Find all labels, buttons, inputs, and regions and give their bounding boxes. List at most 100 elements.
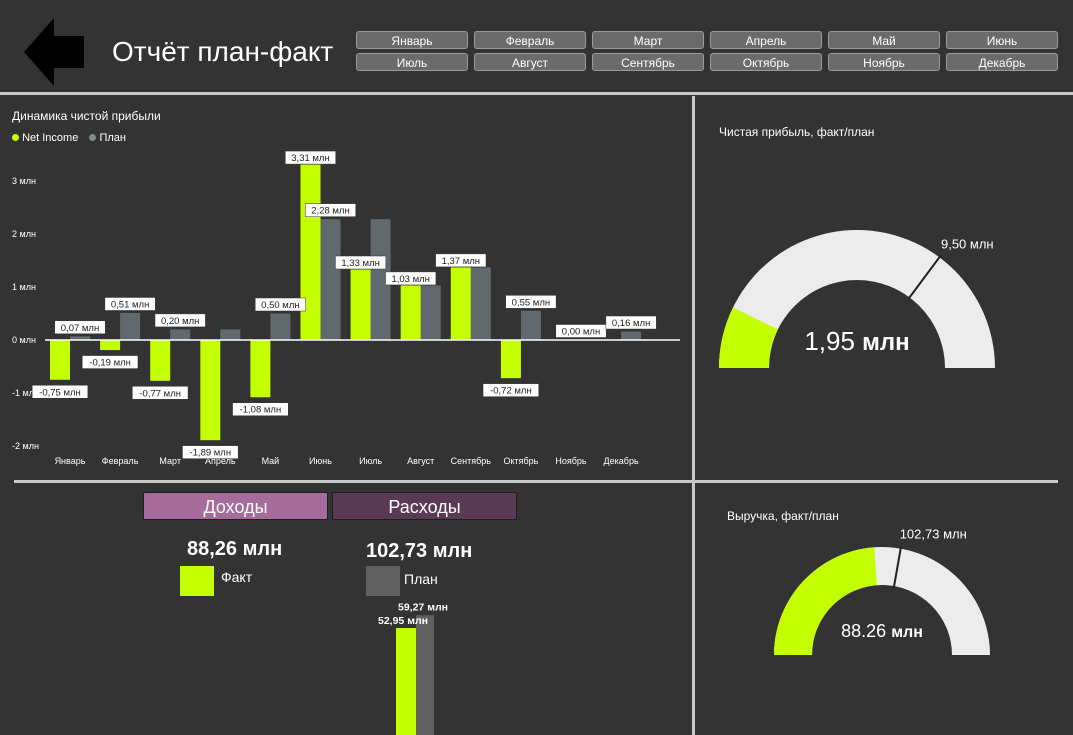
x-tick-label: Апрель bbox=[205, 456, 236, 466]
data-label-box bbox=[305, 203, 356, 217]
data-label-box bbox=[435, 253, 487, 268]
legend-fact-marker bbox=[12, 134, 19, 141]
revenue-gauge: 102,73 млн 88.26 млн bbox=[774, 527, 990, 655]
data-label: -0,75 млн bbox=[39, 387, 81, 398]
net-income-value-label: 1,95 млн bbox=[804, 326, 909, 356]
data-label: 0,55 млн bbox=[512, 297, 550, 308]
data-label: -0,77 млн bbox=[139, 388, 181, 399]
y-tick-label: 3 млн bbox=[12, 176, 36, 186]
x-tick-label: Январь bbox=[55, 456, 86, 466]
revenue-target-label: 102,73 млн bbox=[900, 527, 967, 542]
x-tick-label: Ноябрь bbox=[555, 456, 587, 466]
divider-top bbox=[0, 92, 1073, 95]
net-income-gauge-track bbox=[719, 230, 995, 368]
plan-bar bbox=[120, 312, 141, 340]
net-income-gauge-fill bbox=[719, 307, 778, 368]
data-label-box bbox=[132, 386, 189, 400]
month-button-12[interactable]: Декабрь bbox=[946, 53, 1058, 71]
data-label: 1,03 млн bbox=[391, 274, 429, 285]
fact-bar bbox=[150, 340, 171, 381]
revenue-gauge-fill bbox=[774, 547, 877, 655]
fact-bar bbox=[50, 340, 70, 380]
month-button-6[interactable]: Июнь bbox=[946, 31, 1058, 49]
x-tick-label: Май bbox=[262, 456, 280, 466]
data-label: -0,72 млн bbox=[490, 386, 532, 397]
plan-bar bbox=[370, 219, 391, 340]
data-label: 3,31 млн bbox=[291, 153, 329, 164]
legend-plan-marker bbox=[89, 134, 97, 141]
x-tick-label: Август bbox=[407, 456, 434, 466]
fact-bar bbox=[400, 285, 421, 340]
data-label-box bbox=[232, 402, 289, 416]
month-button-4[interactable]: Апрель bbox=[710, 31, 822, 49]
month-button-10[interactable]: Октябрь bbox=[710, 53, 822, 71]
x-tick-label: Февраль bbox=[102, 456, 139, 466]
data-label-box bbox=[182, 445, 239, 459]
month-button-3[interactable]: Март bbox=[592, 31, 704, 49]
page-title: Отчёт план-факт bbox=[112, 36, 334, 67]
data-label: 0,07 млн bbox=[61, 323, 99, 334]
plan-bar bbox=[170, 329, 191, 340]
divider-middle bbox=[14, 480, 1058, 483]
month-button-11[interactable]: Ноябрь bbox=[828, 53, 940, 71]
net-income-bar-chart: 3 млн 2 млн 1 млн 0 млн -1 млн -2 млн Январь Фе… bbox=[12, 150, 680, 466]
net-income-gauge: 9,50 млн 1,95 млн bbox=[719, 230, 995, 368]
legend-fact-label: Net Income bbox=[22, 132, 79, 144]
net-income-gauge-title: Чистая прибыль, факт/план bbox=[719, 125, 875, 139]
mini-fact-label: 52,95 млн bbox=[378, 615, 428, 627]
fact-bar bbox=[500, 340, 521, 379]
data-label: 0,51 млн bbox=[111, 299, 149, 310]
plan-bar bbox=[420, 285, 441, 340]
month-button-7[interactable]: Июль bbox=[356, 53, 468, 71]
plan-bar bbox=[270, 313, 291, 340]
revenue-target-marker bbox=[892, 546, 902, 589]
data-label-box bbox=[254, 297, 306, 312]
data-label: 2,28 млн bbox=[311, 206, 349, 217]
data-label: -1,89 млн bbox=[189, 448, 231, 459]
data-label: 0,50 млн bbox=[261, 300, 299, 311]
month-button-8[interactable]: Август bbox=[474, 53, 586, 71]
plan-bar bbox=[320, 219, 341, 340]
data-label: 0,16 млн bbox=[612, 318, 650, 329]
mini-plan-label: 59,27 млн bbox=[398, 601, 448, 613]
y-tick-label: -1 млн bbox=[12, 388, 39, 398]
fact-bar bbox=[200, 340, 221, 441]
x-tick-label: Сентябрь bbox=[451, 456, 492, 466]
fact-bar bbox=[350, 269, 371, 340]
income-expense-mini-chart: 59,27 млн 52,95 млн bbox=[378, 601, 448, 735]
fact-bar bbox=[450, 267, 471, 340]
x-tick-label: Декабрь bbox=[604, 456, 639, 466]
data-label-box bbox=[482, 383, 539, 397]
mini-fact-bar bbox=[396, 628, 416, 735]
y-tick-label: 2 млн bbox=[12, 229, 36, 239]
data-label: 1,33 млн bbox=[341, 258, 379, 269]
data-label-box bbox=[154, 313, 206, 328]
fact-bar bbox=[100, 340, 121, 351]
x-tick-label: Июль bbox=[359, 456, 382, 466]
plan-bar bbox=[621, 331, 642, 340]
net-income-legend: Net Income План bbox=[12, 132, 126, 144]
mini-plan-bar bbox=[416, 615, 434, 735]
data-label: -1,08 млн bbox=[240, 405, 282, 416]
y-tick-label: -2 млн bbox=[12, 441, 39, 451]
month-button-2[interactable]: Февраль bbox=[474, 31, 586, 49]
divider-vertical bbox=[692, 96, 695, 735]
month-button-1[interactable]: Январь bbox=[356, 31, 468, 49]
data-label: -0,19 млн bbox=[89, 358, 131, 369]
plan-bar bbox=[520, 310, 541, 340]
plan-bar bbox=[220, 329, 241, 340]
net-income-title: Динамика чистой прибыли bbox=[12, 109, 161, 123]
fact-total: 88,26 млн bbox=[187, 538, 283, 560]
x-tick-label: Март bbox=[159, 456, 181, 466]
month-button-5[interactable]: Май bbox=[828, 31, 940, 49]
tab-expense[interactable]: Расходы bbox=[332, 492, 517, 520]
data-label: 1,37 млн bbox=[442, 256, 480, 267]
month-button-9[interactable]: Сентябрь bbox=[592, 53, 704, 71]
back-arrow-icon[interactable] bbox=[24, 18, 84, 86]
data-label-box bbox=[31, 385, 89, 399]
y-tick-label: 0 млн bbox=[12, 335, 36, 345]
tab-income[interactable]: Доходы bbox=[143, 492, 328, 520]
plan-total: 102,73 млн bbox=[366, 540, 473, 562]
x-tick-label: Октябрь bbox=[503, 456, 538, 466]
plan-bar bbox=[70, 336, 90, 340]
